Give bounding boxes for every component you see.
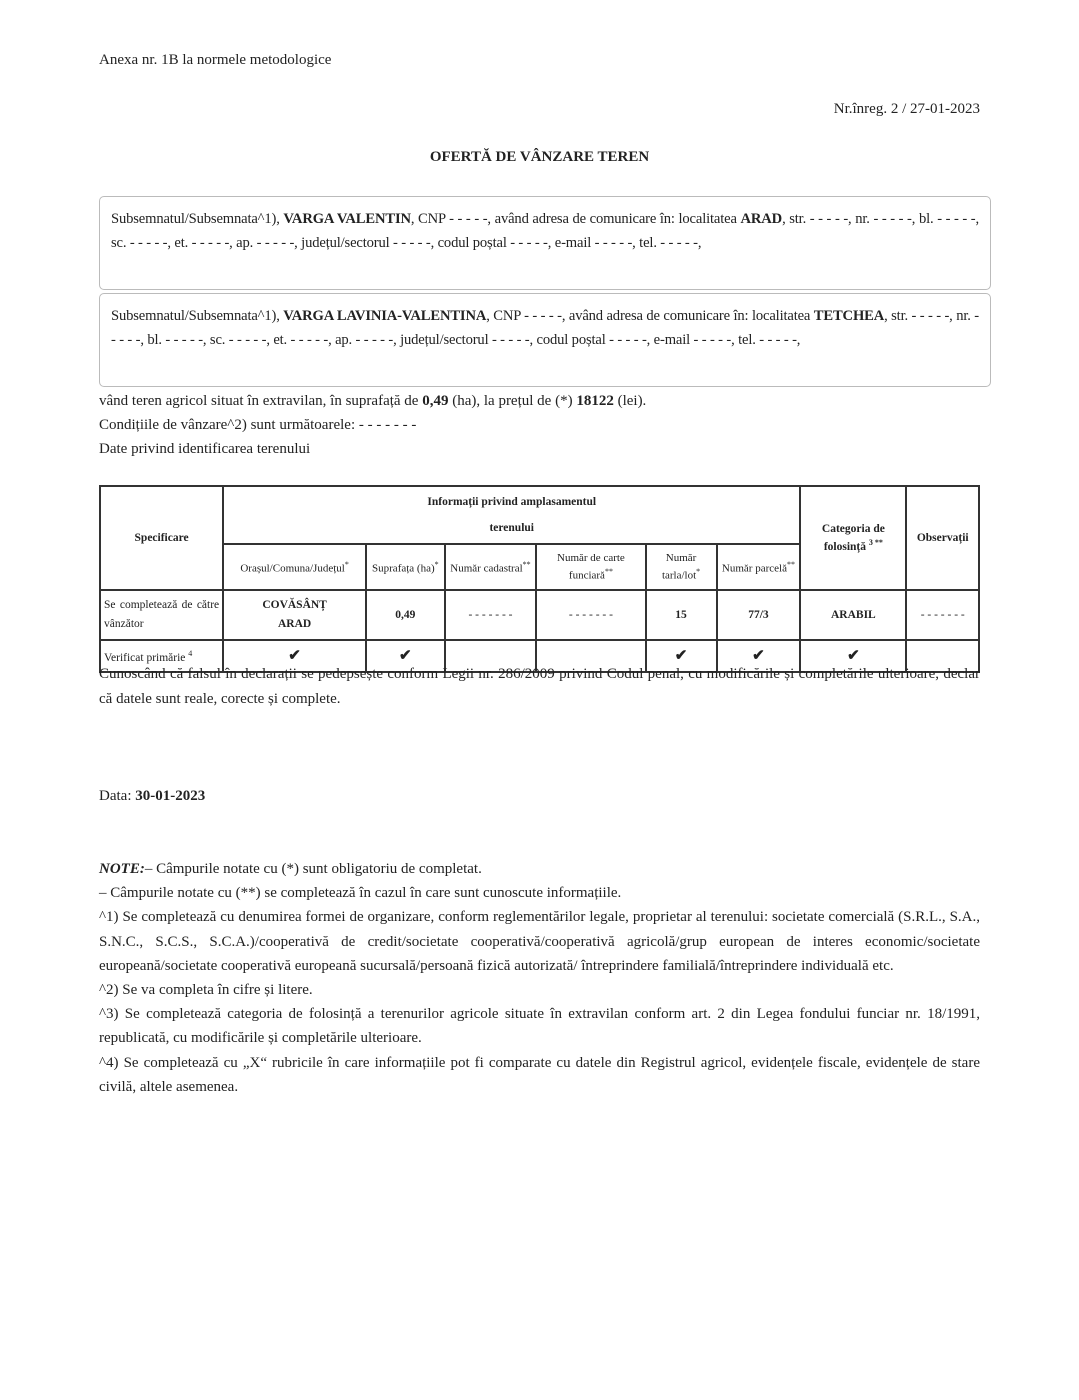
date-line: Data: 30-01-2023 [99,784,980,808]
annex-label: Anexa nr. 1B la normele metodologice [99,52,332,68]
offer-price: 18122 [576,393,614,409]
conditions-line: Condițiile de vânzare^2) sunt următoarel… [99,417,417,433]
footnote-mark: ** [522,560,531,570]
empty-cell [905,639,980,673]
check-icon: ✔ [715,639,802,673]
check-icon: ✔ [799,639,908,673]
notes: NOTE:– Câmpurile notate cu (*) sunt obli… [99,857,980,1099]
subheader-cell: Număr cadastral** [443,543,538,591]
subheader-label: Număr parcelă [721,562,787,575]
seller-address: , str. - - - - -, nr. - - - - -, bl. - -… [111,308,979,348]
note-4: ^3) Se completează categoria de folosinț… [99,1006,980,1047]
check-icon: ✔ [644,639,718,673]
footnote-mark: ** [786,560,795,570]
subheader-label: Număr de carte funciară [557,551,625,582]
categoria-label: Categoria de folosință [821,523,885,553]
note-2: ^1) Se completează cu denumirea formei d… [99,909,980,974]
cell-carte: - - - - - - - [535,589,647,641]
declaration: Cunoscând că falsul în declarații se ped… [99,666,980,707]
offer-line: vând teren agricol situat în extravilan,… [99,389,980,413]
cell-categoria: ARABIL [799,589,908,641]
seller-text: , CNP - - - - -, având adresa de comunic… [486,308,814,324]
note-1: – Câmpurile notate cu (**) se completeaz… [99,885,622,902]
seller-name: VARGA LAVINIA-VALENTINA [283,308,487,324]
identification-heading: Date privind identificarea terenului [99,441,311,457]
col-info: Informații privind amplasamentul terenulu… [222,485,802,545]
check-icon: ✔ [222,639,368,673]
seller-prefix: Subsemnatul/Subsemnata^1), [111,308,284,324]
seller-box-2: Subsemnatul/Subsemnata^1), VARGA LAVINIA… [99,293,991,387]
col-categoria: Categoria de folosință 3 ** [799,485,908,591]
page-title: OFERTĂ DE VÂNZARE TEREN [429,149,650,165]
seller-box-1: Subsemnatul/Subsemnata^1), VARGA VALENTI… [99,196,991,290]
registration-number: Nr.înreg. 2 / 27-01-2023 [833,101,980,117]
cell-area: 0,49 [365,589,446,641]
offer-text: (lei). [613,393,647,409]
cell-cadastral: - - - - - - - [443,589,538,641]
subheader-cell: Număr tarla/lot* [644,543,718,591]
note-0: NOTE:– Câmpurile notate cu (*) sunt obli… [99,857,980,881]
subheader-label: Suprafața (ha) [372,562,435,575]
col-observatii: Observații [905,485,980,591]
subheader-label: Orașul/Comuna/Județul [240,562,345,575]
note-text: – Câmpurile notate cu (*) sunt obligator… [144,861,482,877]
seller-locality: ARAD [740,211,783,227]
footnote-mark: * [344,560,349,570]
note-3: ^2) Se va completa în cifre și litere. [99,982,313,999]
note-5: ^4) Se completează cu „X“ rubricile în c… [99,1054,980,1095]
date-label: Data: [99,788,136,804]
seller-locality: TETCHEA [813,308,885,324]
footnote-mark: 3 ** [868,538,883,548]
row-label: Verificat primărie 4 [98,639,225,673]
subheader-cell: Orașul/Comuna/Județul* [222,543,368,591]
row-label: Se completează de către vânzător [98,589,225,641]
empty-cell [443,639,538,673]
seller-text: , CNP - - - - -, având adresa de comunic… [410,211,741,227]
offer-text: vând teren agricol situat în extravilan,… [99,393,423,409]
subheader-cell: Număr de carte funciară** [535,543,647,591]
offer-area: 0,49 [422,393,449,409]
subheader-label: Număr cadastral [450,562,523,575]
locality: COVĂSÂNȚ [262,599,327,611]
cell-parcela: 77/3 [715,589,802,641]
seller-name: VARGA VALENTIN [283,211,411,227]
county: ARAD [277,618,312,630]
offer-text: (ha), la prețul de (*) [448,393,577,409]
subheader-label: Număr tarla/lot [661,551,697,582]
footnote-mark: * [434,560,439,570]
cell-tarla: 15 [644,589,718,641]
date-value: 30-01-2023 [135,788,206,804]
verified-label: Verificat primărie [104,651,186,664]
land-table: Specificare Informații privind amplasame… [98,485,980,673]
cell-locality: COVĂSÂNȚ ARAD [222,589,368,641]
empty-cell [535,639,647,673]
subheader-cell: Număr parcelă** [715,543,802,591]
cell-observatii: - - - - - - - [905,589,980,641]
subheader-cell: Suprafața (ha)* [365,543,446,591]
footnote-mark: * [696,566,701,576]
footnote-mark: 4 [188,649,193,659]
footnote-mark: ** [604,566,613,576]
col-specificare: Specificare [98,485,225,591]
info-line: terenului [489,522,534,534]
check-icon: ✔ [365,639,446,673]
seller-address: , str. - - - - -, nr. - - - - -, bl. - -… [111,211,979,251]
notes-label: NOTE: [99,861,145,877]
seller-prefix: Subsemnatul/Subsemnata^1), [111,211,284,227]
info-line: Informații privind amplasamentul [427,496,597,508]
